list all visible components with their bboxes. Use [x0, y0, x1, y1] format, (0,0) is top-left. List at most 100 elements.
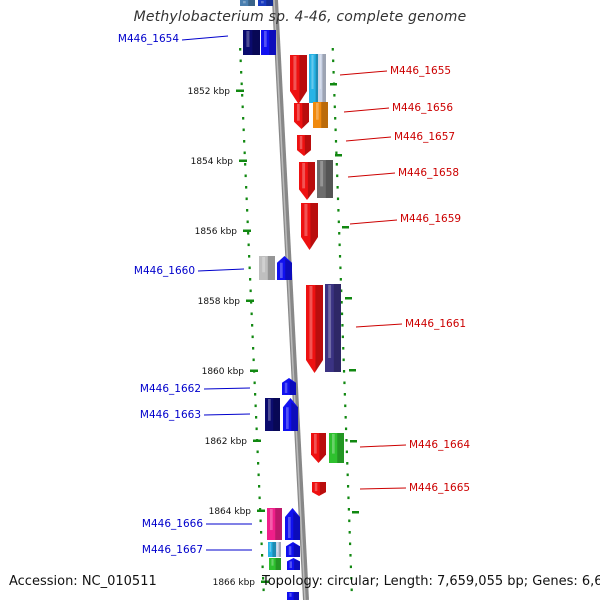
guide-dot [243, 151, 246, 155]
gene-shade [272, 542, 276, 557]
gene-label-m446-1659: M446_1659 [400, 213, 461, 225]
guide-dot [344, 416, 347, 419]
gene-gloss [246, 31, 250, 47]
right-tick [342, 226, 349, 229]
left-dotted-guide [239, 48, 265, 592]
guide-dot [250, 301, 253, 304]
gene-gloss [332, 434, 335, 454]
guide-dot [340, 289, 343, 293]
gene-body [269, 558, 281, 570]
guide-dot [247, 232, 250, 235]
gene-body [312, 482, 326, 496]
guide-dot [349, 554, 352, 557]
gene-label-m446-1656: M446_1656 [392, 102, 453, 114]
gene-gloss [293, 56, 297, 90]
gene-body [258, 0, 273, 6]
guide-dot [337, 220, 340, 224]
guide-dot [246, 220, 249, 224]
gene-1662-body [282, 378, 296, 395]
gene-shade [322, 54, 326, 103]
gene-callout-line [359, 487, 407, 490]
gene-label-m446-1661: M446_1661 [405, 318, 466, 330]
guide-dot [245, 186, 248, 189]
guide-dot [254, 393, 257, 396]
guide-dot [343, 393, 346, 396]
guide-dot [254, 404, 257, 408]
guide-dot [261, 565, 264, 569]
guide-dot [248, 266, 251, 270]
guide-dot [346, 462, 349, 465]
ruler-tick [261, 580, 269, 583]
genome-backbone [272, 0, 309, 601]
ruler-tick [239, 159, 247, 162]
guide-dot [259, 508, 262, 511]
guide-dot [259, 519, 262, 523]
gene-gloss [262, 257, 266, 273]
ruler-tick [250, 369, 258, 372]
guide-dot [249, 278, 252, 281]
topology-label: Topology: circular; Length: 7,659,055 bp… [262, 574, 600, 589]
gene-gloss [271, 559, 274, 566]
gene-1658-grey [317, 160, 333, 198]
gene-body [276, 542, 281, 557]
ruler-label: 1862 kbp [205, 437, 248, 447]
gene-1663-dark [265, 398, 280, 431]
gene-shade [337, 433, 344, 463]
gene-shade [304, 135, 311, 155]
guide-dot [336, 174, 339, 178]
guide-dot [261, 554, 264, 557]
gene-callout-line [203, 387, 251, 390]
guide-dot [258, 485, 261, 488]
guide-dot [350, 588, 353, 592]
gene-body [301, 203, 318, 250]
gene-body [285, 508, 300, 540]
gene-edge-blue [287, 592, 299, 600]
ruler-label: 1860 kbp [202, 367, 245, 377]
gene-1664-body [311, 433, 326, 463]
gene-shade [293, 592, 299, 600]
guide-dot [241, 94, 244, 97]
gene-shade [321, 102, 328, 128]
right-tick [352, 511, 359, 514]
gene-1654b-body [261, 30, 276, 55]
gene-body [267, 508, 282, 540]
guide-dot [338, 243, 341, 247]
gene-1659-body [301, 203, 318, 250]
gene-label-m446-1658: M446_1658 [398, 167, 459, 179]
guide-dot [332, 71, 335, 74]
gene-1660-grey [259, 256, 275, 280]
gene-top-steel [240, 0, 255, 6]
gene-body [290, 55, 307, 104]
gene-body [294, 103, 309, 129]
ruler-label: 1852 kbp [188, 87, 231, 97]
gene-gloss [288, 546, 292, 555]
guide-dot [251, 324, 254, 327]
guide-dot [246, 209, 249, 212]
gene-gloss [316, 103, 319, 120]
gene-shade [278, 542, 281, 557]
accession-label: Accession: NC_010511 [9, 574, 157, 589]
gene-gloss [270, 509, 273, 531]
gene-label-m446-1662: M446_1662 [140, 383, 201, 395]
gene-1661-body [306, 285, 323, 373]
guide-dot [346, 485, 350, 488]
guide-dot [257, 473, 260, 477]
gene-shade [293, 512, 300, 540]
gene-callout-line [349, 219, 398, 225]
guide-dot [255, 427, 258, 431]
gene-shade [325, 160, 333, 198]
ruler-tick [246, 299, 254, 302]
guide-dot [240, 82, 243, 86]
gene-gloss [288, 516, 291, 538]
gene-body [268, 542, 276, 557]
guide-dot [342, 347, 345, 350]
right-tick [350, 440, 357, 443]
guide-dot [336, 186, 339, 189]
gene-1656-orange [313, 102, 328, 128]
guide-dot [342, 358, 345, 362]
guide-dot [245, 197, 248, 201]
guide-dot [345, 439, 348, 442]
guide-dot [244, 163, 247, 166]
guide-dot [342, 370, 346, 373]
gene-shade [266, 0, 273, 6]
